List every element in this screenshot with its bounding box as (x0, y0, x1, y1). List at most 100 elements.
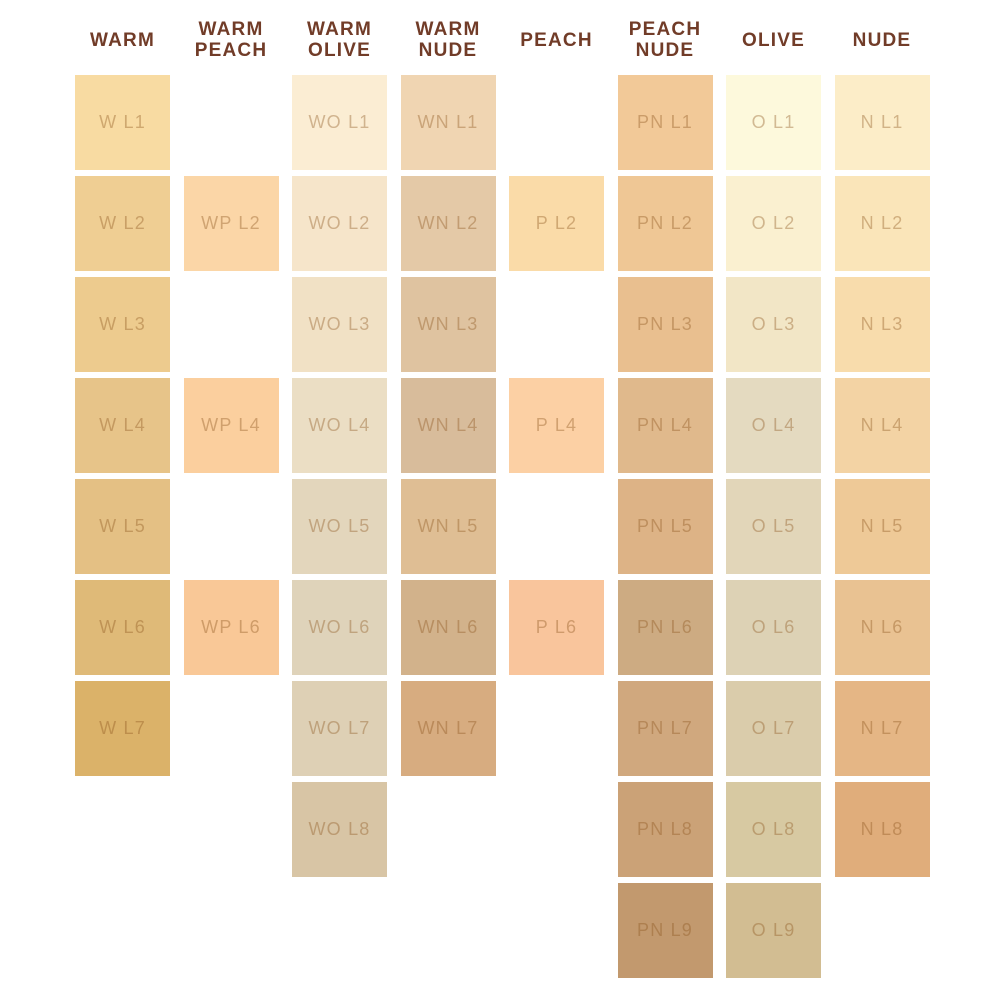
swatch-p-l4: P L4 (509, 378, 604, 473)
swatch-label: WO L8 (308, 819, 371, 839)
swatch-label: WO L4 (308, 415, 371, 435)
swatch-wp-l4: WP L4 (183, 378, 279, 473)
swatch-label: WN L7 (417, 718, 479, 738)
swatch-w-l2: W L2 (75, 176, 170, 271)
swatch-label: WO L1 (308, 112, 371, 132)
swatch-label: N L3 (860, 314, 904, 334)
swatch-n-l1: N L1 (834, 75, 930, 170)
swatch-pn-l4: PN L4 (617, 378, 713, 473)
column-header-line: PEACH (194, 40, 268, 61)
column-header-nude: NUDE (835, 16, 930, 64)
swatch-label: PN L4 (636, 415, 694, 435)
column-header-line: NUDE (852, 29, 912, 51)
swatch-label: WN L4 (417, 415, 479, 435)
swatch-label: O L3 (751, 314, 796, 334)
swatch-wn-l1: WN L1 (400, 75, 496, 170)
swatch-label: O L1 (751, 112, 796, 132)
swatch-label: O L4 (751, 415, 796, 435)
column-header-line: WARM (307, 19, 372, 40)
swatch-label: O L2 (751, 213, 796, 233)
column-header-line: OLIVE (741, 29, 805, 51)
swatch-label: PN L5 (636, 516, 694, 536)
swatch-p-l2: P L2 (509, 176, 604, 271)
column-header-warm-nude: WARM NUDE (401, 16, 496, 64)
column-header-warm: WARM (75, 16, 170, 64)
swatch-wn-l6: WN L6 (400, 580, 496, 675)
swatch-label: WN L3 (417, 314, 479, 334)
swatch-label: N L4 (860, 415, 904, 435)
swatch-wo-l8: WO L8 (292, 782, 387, 877)
swatch-pn-l1: PN L1 (617, 75, 713, 170)
swatch-label: O L9 (751, 920, 796, 940)
swatch-pn-l3: PN L3 (617, 277, 713, 372)
swatch-grid: W L1 W L2 W L3 W L4 W L5 W L6 W L7 WP L2 WP L4 WP… (75, 75, 930, 978)
swatch-label: PN L2 (636, 213, 694, 233)
swatch-label: O L5 (751, 516, 796, 536)
swatch-p-l6: P L6 (509, 580, 604, 675)
swatch-o-l9: O L9 (726, 883, 821, 978)
swatch-label: O L8 (751, 819, 796, 839)
swatch-label: W L3 (99, 314, 146, 334)
swatch-label: PN L1 (636, 112, 694, 132)
swatch-label: N L6 (860, 617, 904, 637)
column-header-line: NUDE (418, 40, 478, 61)
swatch-label: WN L6 (417, 617, 479, 637)
swatch-w-l6: W L6 (75, 580, 170, 675)
swatch-label: N L7 (860, 718, 904, 738)
swatch-label: W L4 (99, 415, 146, 435)
swatch-wo-l2: WO L2 (292, 176, 387, 271)
swatch-o-l1: O L1 (726, 75, 821, 170)
swatch-wp-l2: WP L2 (183, 176, 279, 271)
swatch-label: WN L1 (417, 112, 479, 132)
swatch-label: WP L2 (201, 213, 261, 233)
swatch-o-l2: O L2 (726, 176, 821, 271)
column-header-line: PEACH (628, 19, 702, 40)
swatch-label: PN L3 (636, 314, 694, 334)
swatch-label: N L8 (860, 819, 904, 839)
swatch-n-l4: N L4 (834, 378, 930, 473)
swatch-o-l6: O L6 (726, 580, 821, 675)
swatch-wn-l5: WN L5 (400, 479, 496, 574)
swatch-label: WN L5 (417, 516, 479, 536)
swatch-n-l3: N L3 (834, 277, 930, 372)
column-header-peach: PEACH (509, 16, 604, 64)
swatch-label: P L4 (535, 415, 578, 435)
swatch-pn-l8: PN L8 (617, 782, 713, 877)
swatch-wo-l5: WO L5 (292, 479, 387, 574)
column-header-line: WARM (198, 19, 264, 40)
column-header-line: NUDE (635, 40, 695, 61)
swatch-label: PN L8 (636, 819, 694, 839)
swatch-wn-l4: WN L4 (400, 378, 496, 473)
swatch-label: W L2 (99, 213, 146, 233)
swatch-label: WP L6 (201, 617, 261, 637)
swatch-n-l7: N L7 (834, 681, 930, 776)
swatch-n-l8: N L8 (834, 782, 930, 877)
swatch-label: PN L9 (636, 920, 694, 940)
column-header-line: WARM (90, 29, 155, 51)
swatch-label: O L7 (751, 718, 796, 738)
swatch-label: N L2 (860, 213, 904, 233)
column-header-peach-nude: PEACH NUDE (618, 16, 713, 64)
swatch-label: W L6 (99, 617, 146, 637)
column-header-warm-olive: WARM OLIVE (292, 16, 387, 64)
swatch-label: N L5 (860, 516, 904, 536)
swatch-label: P L6 (535, 617, 578, 637)
swatch-label: WO L5 (308, 516, 371, 536)
swatch-label: PN L6 (636, 617, 694, 637)
swatch-label: WP L4 (201, 415, 261, 435)
swatch-label: WO L7 (308, 718, 371, 738)
swatch-o-l4: O L4 (726, 378, 821, 473)
swatch-o-l7: O L7 (726, 681, 821, 776)
swatch-label: WO L2 (308, 213, 371, 233)
column-header-warm-peach: WARM PEACH (184, 16, 279, 64)
swatch-label: WN L2 (417, 213, 479, 233)
swatch-w-l5: W L5 (75, 479, 170, 574)
column-header-line: PEACH (520, 29, 593, 51)
swatch-pn-l5: PN L5 (617, 479, 713, 574)
header-row: WARM WARM PEACH WARM OLIVE WARM NUDE PEACH PEACH… (75, 16, 930, 64)
swatch-w-l3: W L3 (75, 277, 170, 372)
swatch-wo-l7: WO L7 (292, 681, 387, 776)
swatch-w-l1: W L1 (75, 75, 170, 170)
swatch-n-l5: N L5 (834, 479, 930, 574)
